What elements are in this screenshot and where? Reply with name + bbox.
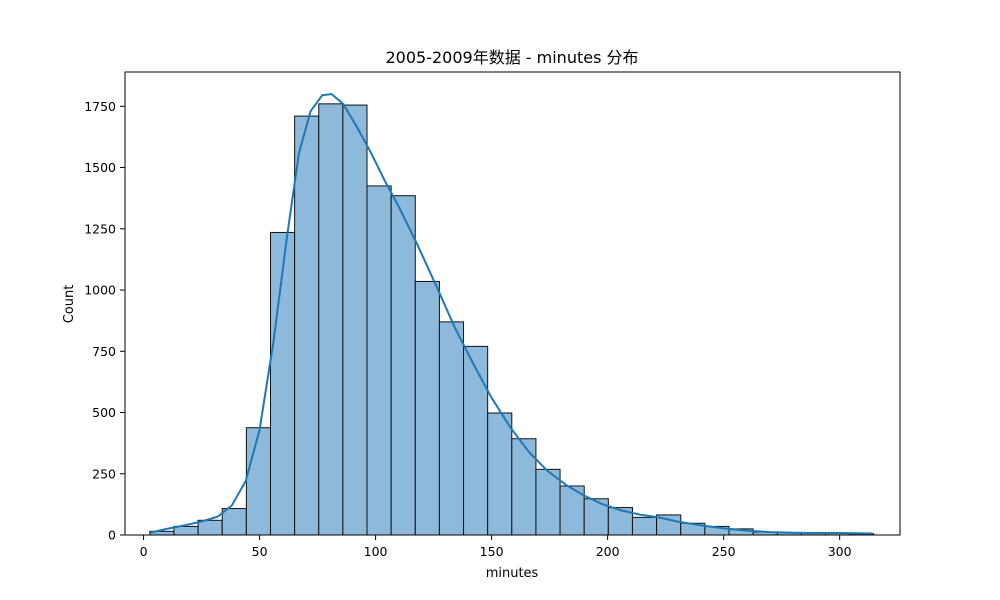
plot-area: 0 50 100 150 200 250 300 0 250 500 750 1000 1250 1500… [84, 71, 901, 559]
histogram-bar [487, 412, 513, 536]
y-tick-label: 1750 [84, 99, 116, 114]
x-axis-label: minutes [486, 566, 539, 581]
y-tick-label: 1000 [84, 283, 116, 298]
histogram-bar [366, 185, 392, 536]
y-tick-label: 0 [108, 528, 116, 543]
histogram-bar [390, 195, 416, 536]
histogram-bar [197, 519, 223, 536]
histogram-bar [221, 508, 247, 536]
x-tick-label: 100 [364, 544, 388, 559]
x-tick-label: 200 [596, 544, 620, 559]
x-tick-label: 50 [252, 544, 268, 559]
x-tick-label: 250 [712, 544, 736, 559]
y-tick-label: 250 [92, 466, 116, 481]
y-axis-label: Count [62, 285, 77, 324]
plot-frame [124, 71, 901, 536]
histogram-bar [269, 231, 296, 536]
histogram-bar [245, 427, 271, 536]
histogram-bar [342, 104, 368, 536]
histogram-bar [294, 115, 320, 536]
y-tick-label: 1500 [84, 160, 116, 175]
x-tick-label: 0 [140, 544, 148, 559]
y-tick-label: 1250 [84, 221, 116, 236]
histogram-bar [511, 438, 537, 536]
y-tick-label: 750 [92, 344, 116, 359]
histogram-bar [631, 516, 658, 536]
y-tick-label: 500 [92, 405, 116, 420]
kde-curve [150, 92, 873, 535]
x-tick-label: 300 [828, 544, 852, 559]
histogram-bar [438, 321, 465, 536]
histogram-bar [535, 468, 561, 536]
histogram-bar [463, 345, 489, 536]
chart-title: 2005-2009年数据 - minutes 分布 [385, 48, 638, 67]
x-tick-label: 150 [480, 544, 504, 559]
histogram-bar [318, 103, 344, 536]
histogram-bar [414, 280, 440, 536]
